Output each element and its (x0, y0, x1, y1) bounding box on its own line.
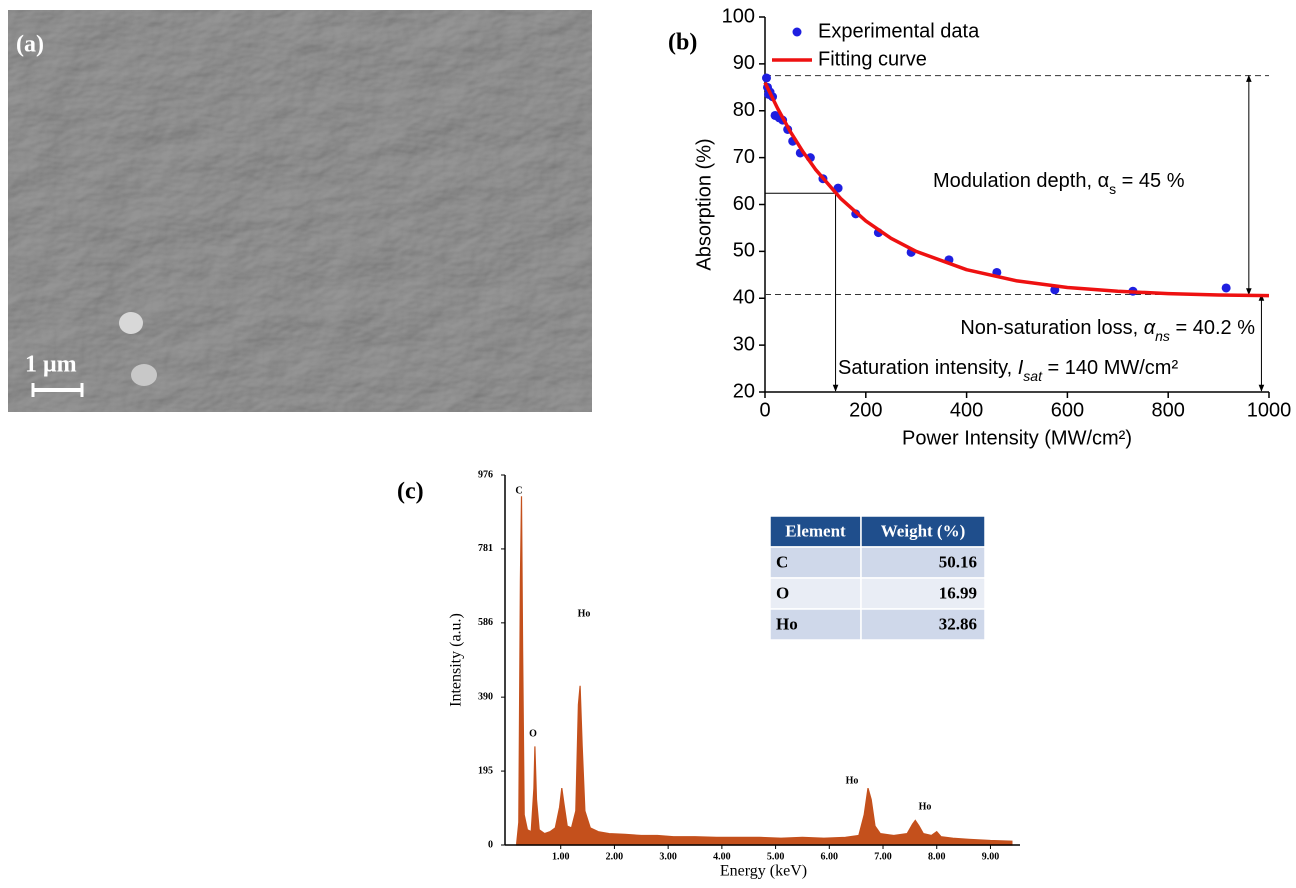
y-tick-label: 30 (733, 333, 755, 355)
data-point (1221, 283, 1231, 293)
peak-label: C (515, 485, 522, 496)
panel-label: (b) (668, 30, 697, 56)
x-axis-title: Power Intensity (MW/cm²) (902, 427, 1132, 449)
x-tick-label: 1000 (1247, 399, 1292, 421)
particle (131, 364, 157, 386)
cell-text: O (776, 583, 789, 602)
annotation-part: = 45 % (1116, 170, 1185, 192)
x-tick-label: 3.00 (659, 851, 677, 862)
y-tick-label: 80 (733, 99, 755, 121)
annotation-part: = 140 MW/cm² (1042, 357, 1178, 379)
y-tick-label: 100 (722, 5, 755, 27)
x-tick-label: 1.00 (552, 851, 570, 862)
composition-table: Element Weight (%) C 50.16 O 16.99 Ho 32.86 (769, 515, 986, 641)
annotation-part: I (1018, 357, 1024, 379)
peak-label: Ho (846, 775, 859, 786)
y-tick-label: 90 (733, 52, 755, 74)
x-tick-label: 0 (759, 399, 770, 421)
annotation-part: s (1109, 181, 1116, 197)
peak-label: O (529, 728, 537, 739)
annotation-part: ns (1155, 328, 1170, 344)
x-tick-label: 600 (1051, 399, 1084, 421)
y-tick-label: 50 (733, 240, 755, 262)
y-tick-label: 0 (488, 839, 493, 850)
table-cell (860, 577, 986, 610)
peak-label: Ho (578, 608, 591, 619)
y-tick-label: 586 (478, 617, 493, 628)
header-text: Weight (%) (881, 521, 966, 540)
x-tick-label: 200 (849, 399, 882, 421)
cell-text: 16.99 (939, 583, 977, 602)
particle (119, 312, 143, 334)
image-texture (8, 10, 592, 412)
annotation: Modulation depth, αs = 45 % (933, 170, 1185, 196)
annotation-part: Non-saturation loss, (960, 317, 1143, 339)
y-tick-label: 70 (733, 146, 755, 168)
y-tick-label: 195 (478, 765, 493, 776)
annotation-part: α (1098, 170, 1110, 192)
cell-text: C (776, 552, 788, 571)
cell-text: 32.86 (939, 614, 977, 633)
y-tick-label: 781 (478, 543, 493, 554)
peak-label: Ho (919, 801, 932, 812)
table-cell (860, 608, 986, 641)
fit-line (763, 81, 1270, 298)
sem-image: (a) 1 μm (8, 10, 592, 412)
x-tick-label: 6.00 (821, 851, 839, 862)
annotation: Non-saturation loss, αns = 40.2 % (960, 317, 1255, 343)
header-cell (769, 515, 862, 548)
spectrum (516, 496, 1013, 846)
y-axis-title: Absorption (%) (693, 138, 715, 270)
cell-text: 50.16 (939, 552, 977, 571)
cell-text: Ho (776, 614, 798, 633)
x-tick-label: 8.00 (928, 851, 946, 862)
y-tick-label: 390 (478, 691, 493, 702)
annotation-part: α (1144, 317, 1156, 339)
panel-label: (c) (397, 479, 424, 505)
header-text: Element (785, 521, 846, 540)
legend-swatch (792, 27, 802, 37)
annotation-part: = 40.2 % (1170, 317, 1255, 339)
y-tick-label: 60 (733, 193, 755, 215)
table-cell (860, 546, 986, 579)
y-axis-title: Intensity (a.u.) (448, 613, 465, 707)
x-tick-label: 9.00 (982, 851, 1000, 862)
eds-chart: 0 195 390 586 781 976 1.00 2.00 3.00 4.00 5.00 6.00… (397, 469, 1020, 880)
table-cell (769, 608, 862, 641)
scale-bar-label: 1 μm (25, 352, 77, 378)
legend-label: Fitting curve (818, 48, 927, 70)
x-tick-label: 800 (1152, 399, 1185, 421)
x-tick-label: 4.00 (713, 851, 731, 862)
legend-label: Experimental data (818, 20, 980, 42)
table-cell (769, 577, 862, 610)
annotation-part: Saturation intensity, (838, 357, 1018, 379)
data-point (762, 73, 772, 83)
panel-label: (a) (16, 32, 44, 58)
header-cell (860, 515, 986, 548)
x-tick-label: 7.00 (874, 851, 892, 862)
y-tick-label: 976 (478, 469, 493, 480)
y-tick-label: 40 (733, 287, 755, 309)
y-tick-label: 20 (733, 380, 755, 402)
annotation-part: sat (1023, 368, 1043, 384)
x-axis-title: Energy (keV) (720, 863, 807, 880)
annotation-part: Modulation depth, (933, 170, 1098, 192)
annotation: Saturation intensity, Isat = 140 MW/cm² (838, 357, 1178, 383)
x-tick-label: 400 (950, 399, 983, 421)
x-tick-label: 5.00 (767, 851, 785, 862)
x-tick-label: 2.00 (606, 851, 624, 862)
